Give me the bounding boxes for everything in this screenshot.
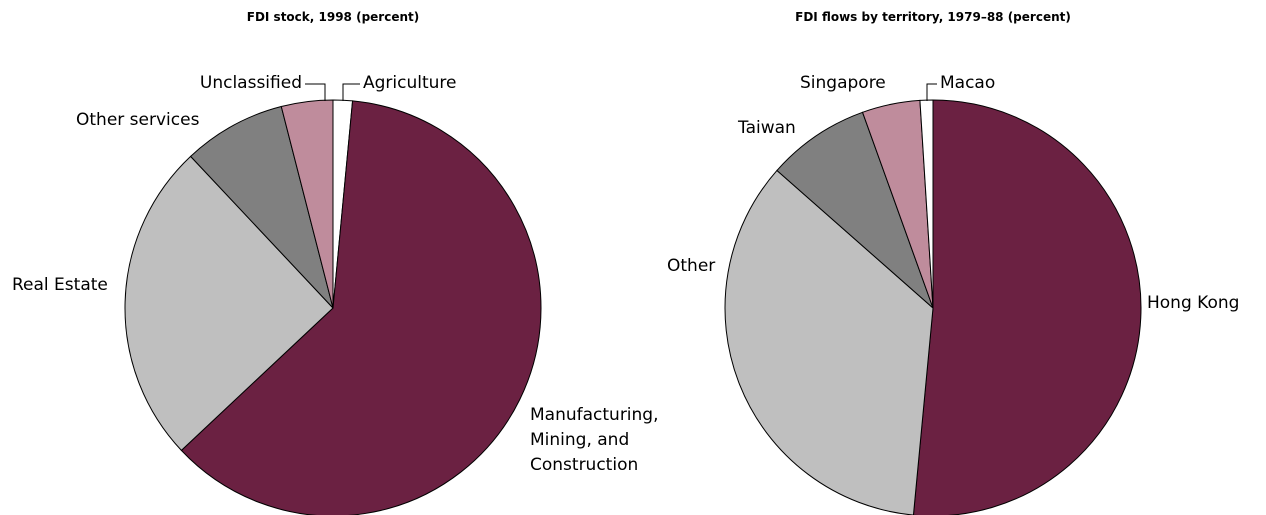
- pie-slice: [912, 99, 1142, 515]
- slice-label: Agriculture: [363, 73, 457, 93]
- slice-label: Macao: [940, 73, 996, 93]
- leader-line: [305, 83, 326, 101]
- pie-slice: [124, 155, 334, 452]
- pie-slice: [724, 169, 934, 515]
- pie-slice: [280, 99, 334, 309]
- slice-label: Other services: [76, 110, 200, 130]
- slice-label: Taiwan: [738, 118, 796, 138]
- pie-slice: [776, 111, 934, 309]
- slice-label: Other: [667, 256, 716, 276]
- pie-slice: [919, 99, 934, 309]
- slice-label: Hong Kong: [1147, 293, 1240, 313]
- leader-line: [342, 83, 360, 101]
- pie-slice: [180, 100, 542, 515]
- slice-label: Real Estate: [12, 275, 108, 295]
- slice-label: Unclassified: [199, 73, 302, 93]
- leader-line: [926, 83, 937, 101]
- pie-slice: [189, 105, 334, 309]
- chart-title: FDI flows by territory, 1979–88 (percent…: [795, 10, 1071, 24]
- slice-label: Manufacturing, Mining, and Construction: [530, 405, 659, 475]
- slice-label: Singapore: [800, 73, 886, 93]
- chart-title: FDI stock, 1998 (percent): [246, 10, 420, 24]
